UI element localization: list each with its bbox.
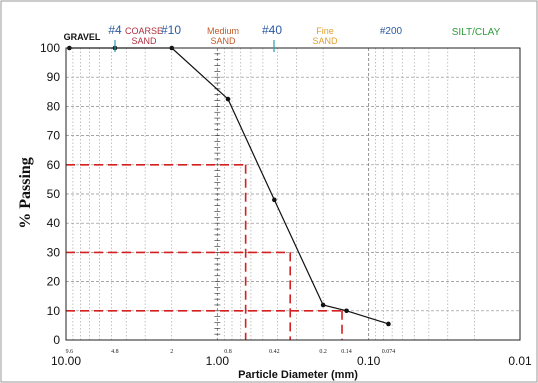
soil-band-label: SAND: [312, 36, 338, 46]
y-tick-label: 100: [40, 41, 60, 55]
x-tick-labels: 10.00 1.00 0.10 0.01 9.6 4.8 2 0.8 0.42 0.2 0.14 0.…: [51, 349, 532, 368]
y-tick-label: 30: [47, 245, 61, 259]
sieve-size-label: 0.2: [319, 349, 327, 355]
y-tick-label: 10: [47, 304, 61, 318]
data-point: [272, 197, 277, 203]
soil-band-label: COARSE: [125, 26, 163, 36]
sieve-size-label: 0.074: [382, 349, 396, 355]
sieve-number-label: #40: [262, 23, 282, 37]
sieve-number-label: #200: [380, 26, 403, 37]
x-tick-label: 10.00: [51, 354, 81, 368]
y-tick-label: 80: [47, 99, 61, 113]
soil-band-label: GRAVEL: [64, 32, 101, 42]
soil-band-label: SAND: [131, 36, 157, 46]
y-tick-label: 70: [47, 129, 61, 143]
soil-band-label: SAND: [210, 36, 236, 46]
data-point: [225, 96, 231, 102]
x-tick-label: 0.10: [357, 354, 381, 368]
sieve-size-label: 2: [170, 349, 173, 355]
sieve-size-label: 4.8: [111, 349, 119, 355]
data-point: [344, 308, 349, 314]
data-point: [320, 302, 326, 308]
sieve-size-label: 0.8: [224, 349, 232, 355]
sieve-size-label: 0.42: [269, 349, 280, 355]
x-tick-label: 1.00: [206, 354, 230, 368]
sieve-size-label: 9.6: [66, 349, 74, 355]
sieve-size-label: 0.14: [341, 349, 352, 355]
soil-band-label: Fine: [316, 26, 334, 36]
y-tick-label: 40: [47, 216, 61, 230]
sieve-number-label: #10: [161, 23, 181, 37]
data-point: [386, 321, 391, 327]
y-tick-label: 90: [47, 70, 61, 84]
reference-lines: [66, 164, 343, 340]
x-axis-title: Particle Diameter (mm): [238, 369, 358, 381]
y-tick-label: 60: [47, 158, 61, 172]
soil-band-label: SILT/CLAY: [452, 27, 501, 38]
plot-frame: [65, 47, 521, 341]
plot-border: [65, 47, 521, 341]
sieve-number-label: #4: [108, 23, 122, 37]
y-tick-label: 20: [47, 275, 61, 289]
y-tick-label: 50: [47, 187, 61, 201]
y-tick-label: 0: [53, 333, 60, 347]
y-axis-title: % Passing: [17, 157, 34, 229]
x-tick-label: 0.01: [508, 354, 532, 368]
y-tick-labels: 0 10 20 30 40 50 60 70 80 90 100: [40, 41, 60, 347]
soil-band-label: Medium: [207, 26, 239, 36]
